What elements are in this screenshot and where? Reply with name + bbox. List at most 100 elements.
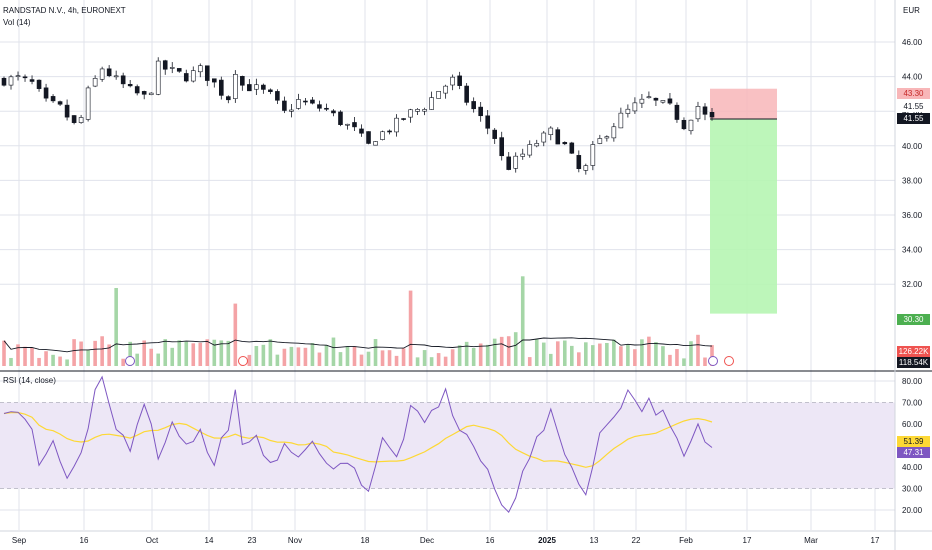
volume-bar [289,346,294,366]
candle-body [464,85,469,103]
candle-body [653,97,659,101]
candle-body [50,96,56,102]
volume-bar [93,340,97,366]
candle-body [520,153,526,157]
candle-body [674,104,680,120]
candle-body [688,119,694,132]
rsi-tick-label: 40.00 [902,463,923,472]
candle-body [485,115,490,129]
volume-bar [591,345,595,366]
candle-body [506,156,512,170]
last-price-tag: 41.55 [897,101,930,112]
candle-body [359,128,364,134]
earnings-marker-icon [724,356,734,366]
candle-body [380,131,385,140]
volume-bar [506,336,511,366]
volume-bar [359,354,364,366]
earnings-marker-icon [238,356,248,366]
candle-body [548,127,554,135]
candle-body [625,108,631,114]
volume-bar [149,348,154,366]
volume-bar [408,290,413,366]
volume-bar [478,343,483,366]
candle-body [401,118,406,120]
volume-value-b: 118.54K [897,357,930,368]
volume-bar [661,346,665,366]
candle-body [639,98,645,104]
volume-bar [58,356,62,366]
volume-bar [317,352,322,366]
volume-bar [170,347,175,366]
volume-bar [422,350,427,366]
volume-bar [612,339,616,366]
volume-bar [605,342,609,366]
volume-bar [492,338,497,366]
time-tick-label: 16 [80,536,89,545]
candle-body [478,106,483,117]
candle-body [471,101,476,110]
stop-loss-zone [710,88,777,119]
candle-body [275,91,280,101]
volume-bar [464,341,469,366]
volume-bar [562,340,567,366]
volume-bar [79,341,83,366]
candle-body [8,76,14,86]
volume-bar [584,342,588,366]
candle-body [29,79,35,82]
volume-bar [457,345,462,366]
candle-body [268,89,273,92]
rsi-ma-line [3,411,713,468]
symbol-title: RANDSTAD N.V., 4h, EURONEXT [3,6,126,15]
volume-bar [65,359,69,366]
candle-body [99,68,105,80]
volume-bar [633,349,637,366]
candle-body [695,106,701,120]
volume-bar [205,339,210,366]
candle-body [562,142,568,145]
volume-bar [261,344,266,366]
volume-bar [570,345,574,366]
take-profit-zone [710,118,777,314]
volume-bar [710,345,714,366]
volume-bar [303,347,308,366]
volume-bar [30,347,34,366]
price-tick-label: 32.00 [902,280,923,289]
time-tick-label: Feb [679,536,693,545]
volume-bar [654,342,658,366]
candle-body [289,109,294,112]
candle-body [78,117,84,123]
candle-body [394,117,399,133]
candle-body [443,85,448,94]
volume-legend: Vol (14) [3,18,31,27]
candle-body [22,76,28,79]
volume-bar [128,341,132,366]
candle-body [155,60,161,95]
candle-body [106,68,112,77]
candle-body [492,129,497,139]
time-tick-label: 16 [486,536,495,545]
rsi-plot [0,375,895,514]
rsi-tick-label: 80.00 [902,377,923,386]
volume-bar [471,347,476,366]
candle-body [436,91,441,99]
candle-body [660,100,666,103]
candle-body [43,87,49,99]
candle-body [576,155,582,170]
volume-bar [37,357,41,366]
price-tick-label: 40.00 [902,142,923,151]
candle-body [429,97,434,110]
volume-bar [268,339,273,366]
candle-body [85,87,91,120]
time-tick-label: Oct [146,536,159,545]
rsi-tick-label: 30.00 [902,485,923,494]
position-zones[interactable] [710,88,777,314]
time-tick-label: 18 [361,536,370,545]
volume-bar [499,336,504,366]
candle-body [499,137,505,157]
candle-body [709,112,715,118]
candle-body [71,115,77,123]
candle-body [113,75,119,78]
volume-bar [44,351,48,366]
candle-body [169,67,175,69]
